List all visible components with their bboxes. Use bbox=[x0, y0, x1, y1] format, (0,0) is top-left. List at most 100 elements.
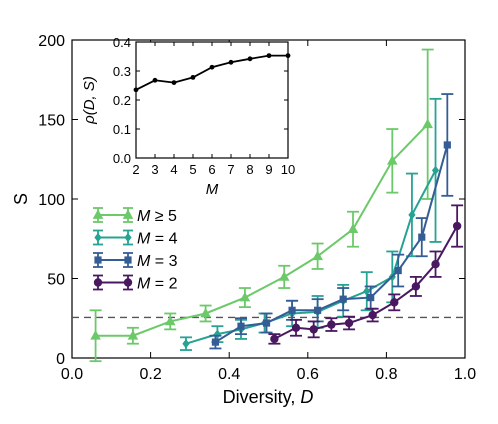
main-y-axis: 0 50 100 150 200 bbox=[38, 33, 465, 368]
inset-data-point bbox=[133, 87, 139, 93]
legend-label: M = 4 bbox=[137, 231, 178, 248]
data-point bbox=[390, 298, 399, 307]
inset-y-tick-label: 0.4 bbox=[113, 35, 131, 50]
inset-data-point bbox=[152, 77, 158, 83]
data-point bbox=[90, 329, 101, 340]
legend-label: M ≥ 5 bbox=[137, 208, 177, 225]
data-point bbox=[339, 295, 347, 303]
legend-marker bbox=[94, 256, 102, 264]
inset-x-axis: 2 3 4 5 6 7 8 9 10 bbox=[132, 42, 295, 177]
data-point bbox=[394, 266, 402, 275]
inset-y-tick-label: 0.2 bbox=[113, 93, 131, 108]
inset-x-tick-label: 6 bbox=[208, 162, 215, 177]
series-line bbox=[214, 144, 449, 343]
data-point bbox=[312, 250, 323, 261]
data-point bbox=[344, 318, 354, 328]
inset-data-point bbox=[285, 53, 291, 59]
series-line bbox=[273, 225, 459, 340]
data-point bbox=[347, 223, 359, 234]
data-point bbox=[408, 210, 416, 220]
main-y-tick-label: 0 bbox=[56, 351, 65, 368]
main-x-tick-label: 0.4 bbox=[218, 366, 240, 383]
inset-x-tick-label: 9 bbox=[265, 162, 272, 177]
data-point bbox=[270, 334, 279, 344]
data-point bbox=[182, 339, 190, 349]
main-x-axis-label: Diversity, D bbox=[223, 387, 314, 407]
legend-marker bbox=[123, 278, 133, 287]
inset-data-point bbox=[209, 64, 215, 70]
data-point bbox=[314, 306, 322, 314]
main-y-tick-label: 150 bbox=[38, 113, 65, 130]
main-y-tick-label: 200 bbox=[38, 33, 65, 50]
legend-label: M = 3 bbox=[137, 253, 178, 270]
data-point bbox=[411, 282, 421, 291]
data-point bbox=[452, 221, 462, 231]
main-y-tick-label: 50 bbox=[47, 272, 65, 289]
data-point bbox=[431, 165, 440, 176]
legend-entry: M = 2 bbox=[93, 274, 178, 293]
series-line bbox=[95, 123, 429, 337]
inset-x-tick-label: 2 bbox=[132, 162, 139, 177]
main-x-tick-label: 0.6 bbox=[297, 366, 319, 383]
legend-marker bbox=[93, 278, 103, 287]
legend-marker bbox=[92, 209, 104, 219]
data-point bbox=[443, 141, 451, 149]
inset-series-group bbox=[133, 53, 291, 93]
inset-y-tick-label: 0.3 bbox=[113, 64, 131, 79]
inset-y-axis: 0.0 0.1 0.2 0.3 0.4 bbox=[113, 35, 288, 166]
data-point bbox=[262, 319, 271, 327]
legend-label: M = 2 bbox=[137, 276, 178, 293]
main-x-tick-label: 0.8 bbox=[375, 366, 397, 383]
data-point bbox=[422, 118, 433, 129]
inset-y-tick-label: 0.1 bbox=[113, 122, 131, 137]
legend-entry: M = 3 bbox=[93, 252, 178, 270]
inset-data-point bbox=[171, 80, 177, 85]
inset-data-point bbox=[266, 53, 272, 59]
data-point bbox=[127, 329, 139, 340]
legend-marker bbox=[122, 209, 134, 219]
inset-x-tick-label: 4 bbox=[170, 162, 177, 177]
legend-marker bbox=[124, 232, 132, 243]
main-y-tick-label: 100 bbox=[38, 192, 65, 209]
inset-background bbox=[136, 42, 288, 158]
main-x-tick-label: 0.2 bbox=[139, 366, 161, 383]
inset-y-tick-label: 0.0 bbox=[113, 151, 131, 166]
legend-entry: M ≥ 5 bbox=[92, 207, 177, 225]
data-point bbox=[288, 306, 296, 314]
inset-data-point bbox=[247, 56, 253, 62]
main-x-tick-label: 1.0 bbox=[454, 366, 476, 383]
inset-y-axis-label: ρ(D, S) bbox=[81, 76, 98, 125]
inset-x-tick-label: 7 bbox=[227, 162, 234, 177]
data-point bbox=[291, 323, 301, 332]
series-4 bbox=[268, 204, 464, 345]
data-point bbox=[237, 322, 245, 330]
data-point bbox=[239, 291, 251, 302]
inset-data-point bbox=[190, 74, 196, 80]
data-point bbox=[363, 286, 371, 296]
inset-x-tick-label: 10 bbox=[281, 162, 295, 177]
main-y-axis-label: S bbox=[11, 193, 31, 205]
data-point bbox=[431, 259, 440, 269]
data-point bbox=[278, 271, 290, 281]
data-point bbox=[418, 233, 426, 241]
legend-entry: M = 4 bbox=[93, 229, 178, 248]
inset-x-tick-label: 5 bbox=[189, 162, 196, 177]
main-series-group bbox=[72, 48, 465, 363]
data-point bbox=[200, 307, 211, 318]
inset-x-axis-label: M bbox=[206, 181, 219, 198]
legend: M ≥ 5 M = 4 M = 3 M = 2 bbox=[92, 207, 178, 293]
main-x-axis: 0.0 0.2 0.4 0.6 0.8 1.0 bbox=[61, 40, 476, 383]
data-point bbox=[387, 155, 398, 165]
data-point bbox=[368, 310, 377, 320]
legend-marker bbox=[94, 232, 102, 243]
data-point bbox=[327, 320, 336, 329]
inset-data-point bbox=[228, 59, 234, 65]
inset-x-tick-label: 8 bbox=[246, 162, 253, 177]
legend-marker bbox=[124, 256, 132, 264]
inset-x-tick-label: 3 bbox=[151, 162, 158, 177]
data-point bbox=[367, 293, 375, 302]
data-point bbox=[211, 338, 220, 346]
data-point bbox=[309, 325, 318, 334]
main-x-tick-label: 0.0 bbox=[61, 366, 83, 383]
